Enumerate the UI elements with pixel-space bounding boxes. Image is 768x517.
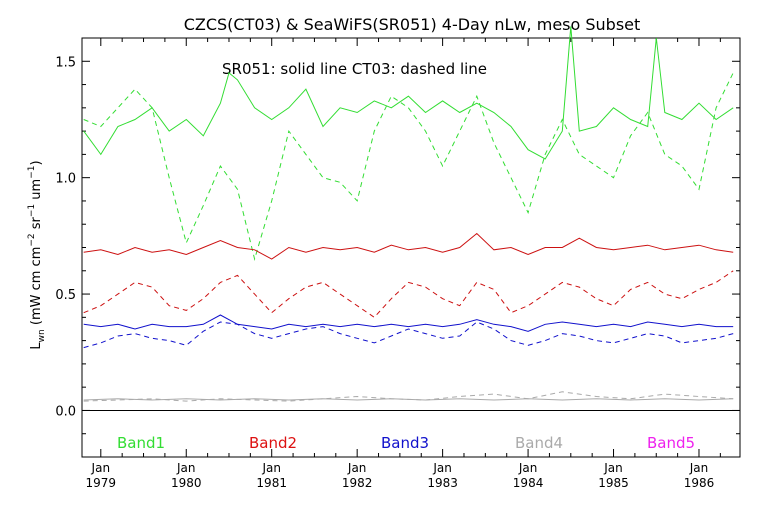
x-tick-month: Jan	[176, 461, 196, 475]
legend-band1: Band1	[117, 434, 165, 452]
x-tick-month: Jan	[689, 461, 709, 475]
series-line-band1-ct03	[83, 72, 734, 262]
y-axis-label: Lwn (mW cm cm−2 sr−1 um−1)	[27, 160, 47, 349]
series-line-band3-ct03	[83, 321, 734, 349]
series-line-band1-sr051	[83, 26, 734, 160]
x-tick-year: 1980	[171, 476, 202, 490]
x-tick-year: 1982	[342, 476, 373, 490]
chart-title: CZCS(CT03) & SeaWiFS(SR051) 4-Day nLw, m…	[184, 15, 641, 34]
plot-frame	[81, 37, 741, 458]
series-line-band2-ct03	[83, 270, 734, 318]
x-tick-year: 1983	[427, 476, 458, 490]
y-tick-label: 1.5	[55, 55, 76, 70]
legend-band3: Band3	[381, 434, 429, 452]
y-tick-label: 1.0	[55, 172, 76, 187]
series-line-band3-sr051	[83, 314, 734, 332]
x-tick-month: Jan	[432, 461, 452, 475]
legend-band4: Band4	[515, 434, 563, 452]
chart-annotation: SR051: solid line CT03: dashed line	[222, 60, 487, 78]
x-tick-year: 1979	[86, 476, 117, 490]
x-tick-year: 1986	[684, 476, 715, 490]
y-tick-label: 0.5	[55, 288, 76, 303]
x-tick-month: Jan	[603, 461, 623, 475]
y-tick-label: 0.0	[55, 404, 76, 419]
legend-band2: Band2	[249, 434, 297, 452]
x-tick-year: 1981	[256, 476, 287, 490]
series-line-band4-ct03	[83, 391, 734, 402]
plot-area: 0.00.51.01.5Jan1979Jan1980Jan1981Jan1982…	[55, 26, 741, 490]
x-tick-month: Jan	[91, 461, 111, 475]
x-tick-month: Jan	[347, 461, 367, 475]
legend-band5: Band5	[647, 434, 695, 452]
x-tick-month: Jan	[261, 461, 281, 475]
series-line-band2-sr051	[83, 232, 734, 260]
x-tick-year: 1985	[598, 476, 629, 490]
y-axis-label-text: Lwn (mW cm cm−2 sr−1 um−1)	[27, 160, 47, 349]
x-tick-month: Jan	[518, 461, 538, 475]
x-tick-year: 1984	[513, 476, 544, 490]
